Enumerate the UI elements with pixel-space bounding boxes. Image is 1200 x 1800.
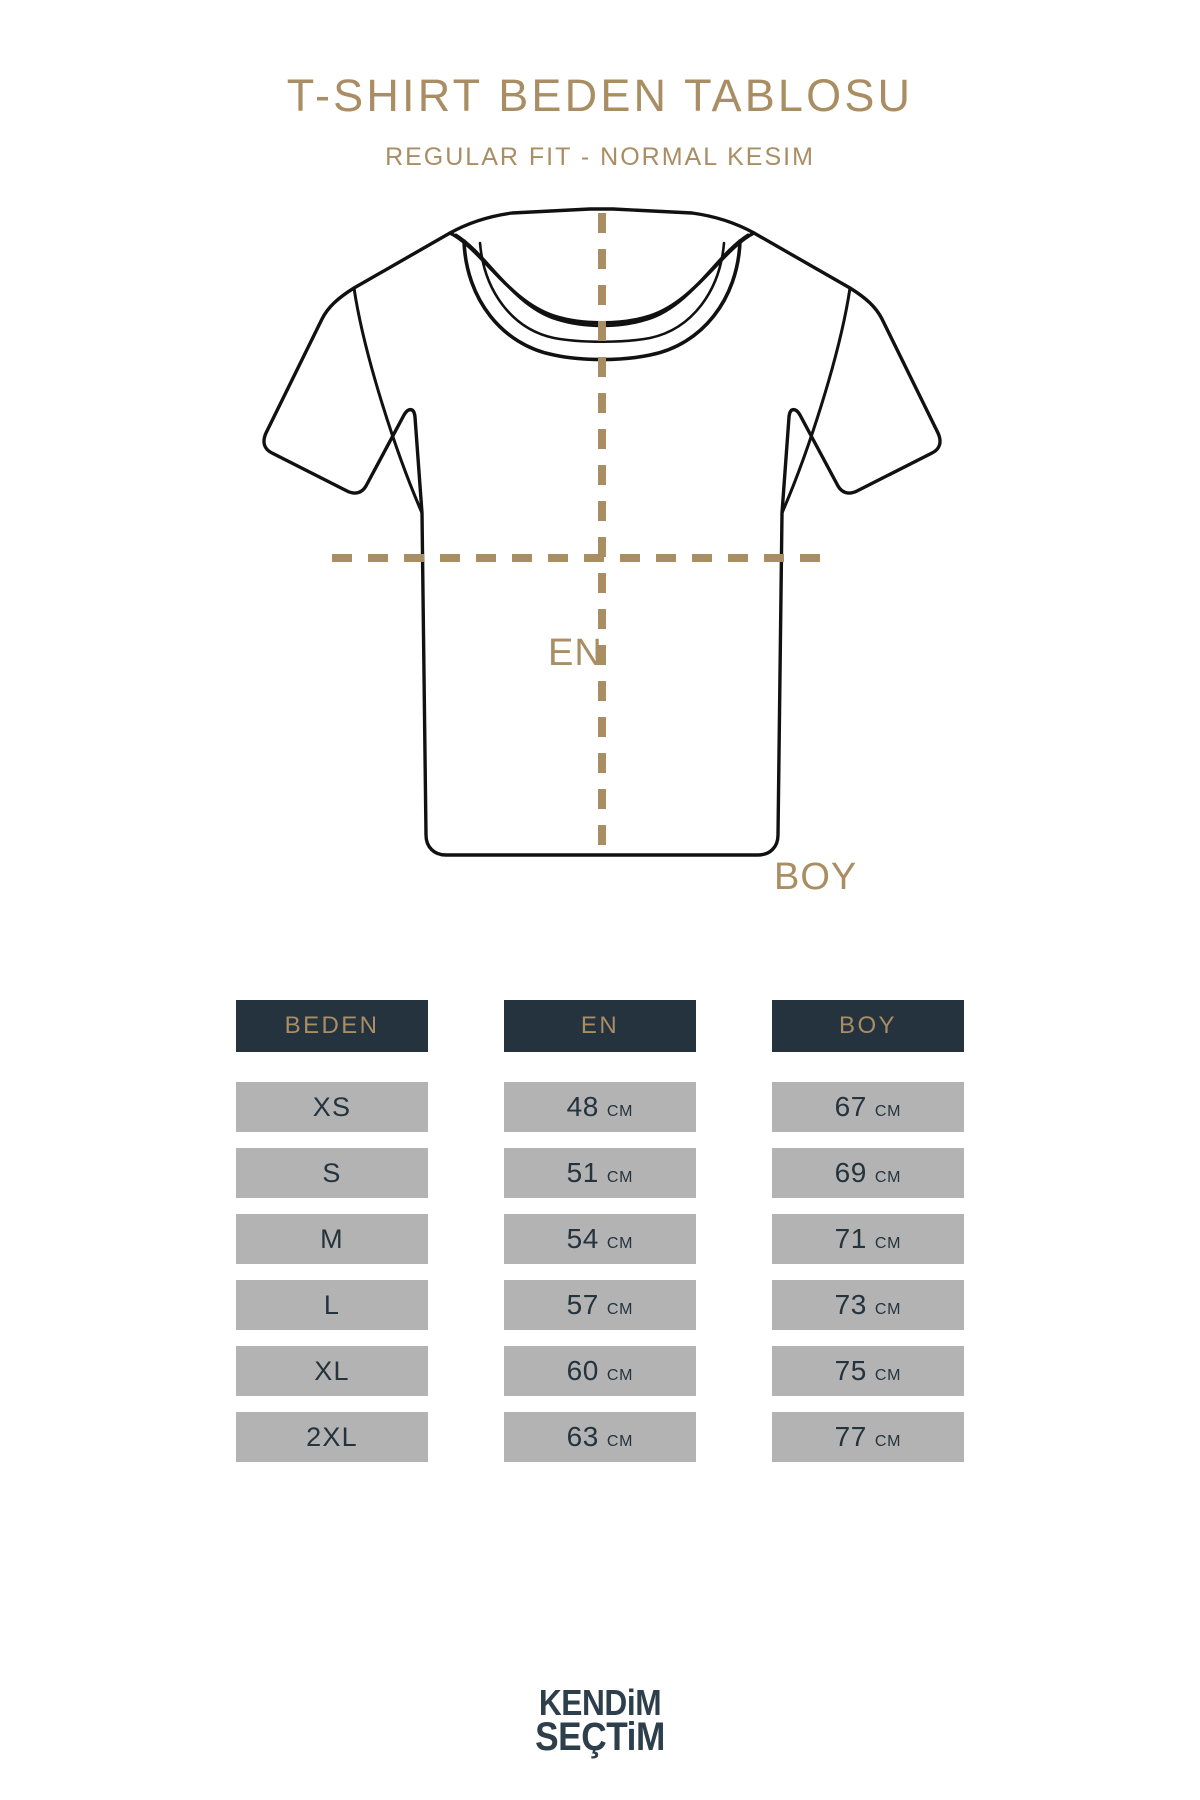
table-header-row: BEDEN EN BOY	[0, 1000, 1200, 1052]
cell-boy-unit: CM	[874, 1301, 902, 1318]
cell-en: 51 CM	[504, 1148, 696, 1198]
cell-en-unit: CM	[606, 1301, 634, 1318]
cell-boy: 73 CM	[772, 1280, 964, 1330]
cell-en-value: 57	[566, 1289, 599, 1320]
tshirt-illustration: EN BOY	[150, 195, 1050, 896]
length-label: BOY	[774, 856, 858, 898]
cell-en: 60 CM	[504, 1346, 696, 1396]
page-title: T-SHIRT BEDEN TABLOSU	[286, 70, 914, 121]
cell-boy-unit: CM	[874, 1433, 902, 1450]
header-cell-en: EN	[504, 1000, 696, 1052]
brand-logo: KENDiM SEÇTiM	[0, 1682, 1200, 1760]
cell-en-unit: CM	[606, 1433, 634, 1450]
cell-boy: 69 CM	[772, 1148, 964, 1198]
cell-en-unit: CM	[606, 1367, 634, 1384]
cell-en-unit: CM	[606, 1103, 634, 1120]
cell-en-value: 51	[566, 1157, 599, 1188]
brand-logo-line1: KENDiM	[538, 1682, 662, 1724]
cell-en-value: 48	[566, 1091, 599, 1122]
cell-en-unit: CM	[606, 1169, 634, 1186]
cell-en: 54 CM	[504, 1214, 696, 1264]
table-row: S 51 CM 69 CM	[0, 1148, 1200, 1198]
tshirt-outline-icon	[262, 207, 942, 857]
table-row: L 57 CM 73 CM	[0, 1280, 1200, 1330]
cell-en: 63 CM	[504, 1412, 696, 1462]
table-row: M 54 CM 71 CM	[0, 1214, 1200, 1264]
header-cell-boy: BOY	[772, 1000, 964, 1052]
cell-beden: 2XL	[236, 1412, 428, 1462]
cell-beden: XS	[236, 1082, 428, 1132]
cell-beden: M	[236, 1214, 428, 1264]
cell-en: 57 CM	[504, 1280, 696, 1330]
cell-boy-unit: CM	[874, 1367, 902, 1384]
brand-logo-line2: SEÇTiM	[535, 1715, 665, 1760]
table-row: XL 60 CM 75 CM	[0, 1346, 1200, 1396]
cell-en-value: 63	[566, 1421, 599, 1452]
cell-boy-value: 71	[834, 1223, 867, 1254]
heading-block: T-SHIRT BEDEN TABLOSU REGULAR FIT - NORM…	[0, 72, 1200, 172]
cell-boy: 75 CM	[772, 1346, 964, 1396]
table-row: XS 48 CM 67 CM	[0, 1082, 1200, 1132]
cell-boy-value: 75	[834, 1355, 867, 1386]
cell-boy-value: 69	[834, 1157, 867, 1188]
size-table: BEDEN EN BOY XS 48 CM 67 CM S 51 CM 69 CM M …	[0, 1000, 1200, 1478]
cell-boy: 71 CM	[772, 1214, 964, 1264]
page-subtitle: REGULAR FIT - NORMAL KESIM	[385, 143, 815, 172]
cell-en-unit: CM	[606, 1235, 634, 1252]
cell-boy-value: 67	[834, 1091, 867, 1122]
cell-en-value: 60	[566, 1355, 599, 1386]
cell-boy-unit: CM	[874, 1103, 902, 1120]
cell-boy-value: 73	[834, 1289, 867, 1320]
width-label: EN	[548, 632, 603, 674]
cell-beden: XL	[236, 1346, 428, 1396]
header-cell-beden: BEDEN	[236, 1000, 428, 1052]
cell-boy: 67 CM	[772, 1082, 964, 1132]
cell-boy: 77 CM	[772, 1412, 964, 1462]
cell-boy-unit: CM	[874, 1235, 902, 1252]
cell-en: 48 CM	[504, 1082, 696, 1132]
cell-boy-unit: CM	[874, 1169, 902, 1186]
cell-beden: L	[236, 1280, 428, 1330]
cell-boy-value: 77	[834, 1421, 867, 1452]
table-row: 2XL 63 CM 77 CM	[0, 1412, 1200, 1462]
cell-en-value: 54	[566, 1223, 599, 1254]
cell-beden: S	[236, 1148, 428, 1198]
